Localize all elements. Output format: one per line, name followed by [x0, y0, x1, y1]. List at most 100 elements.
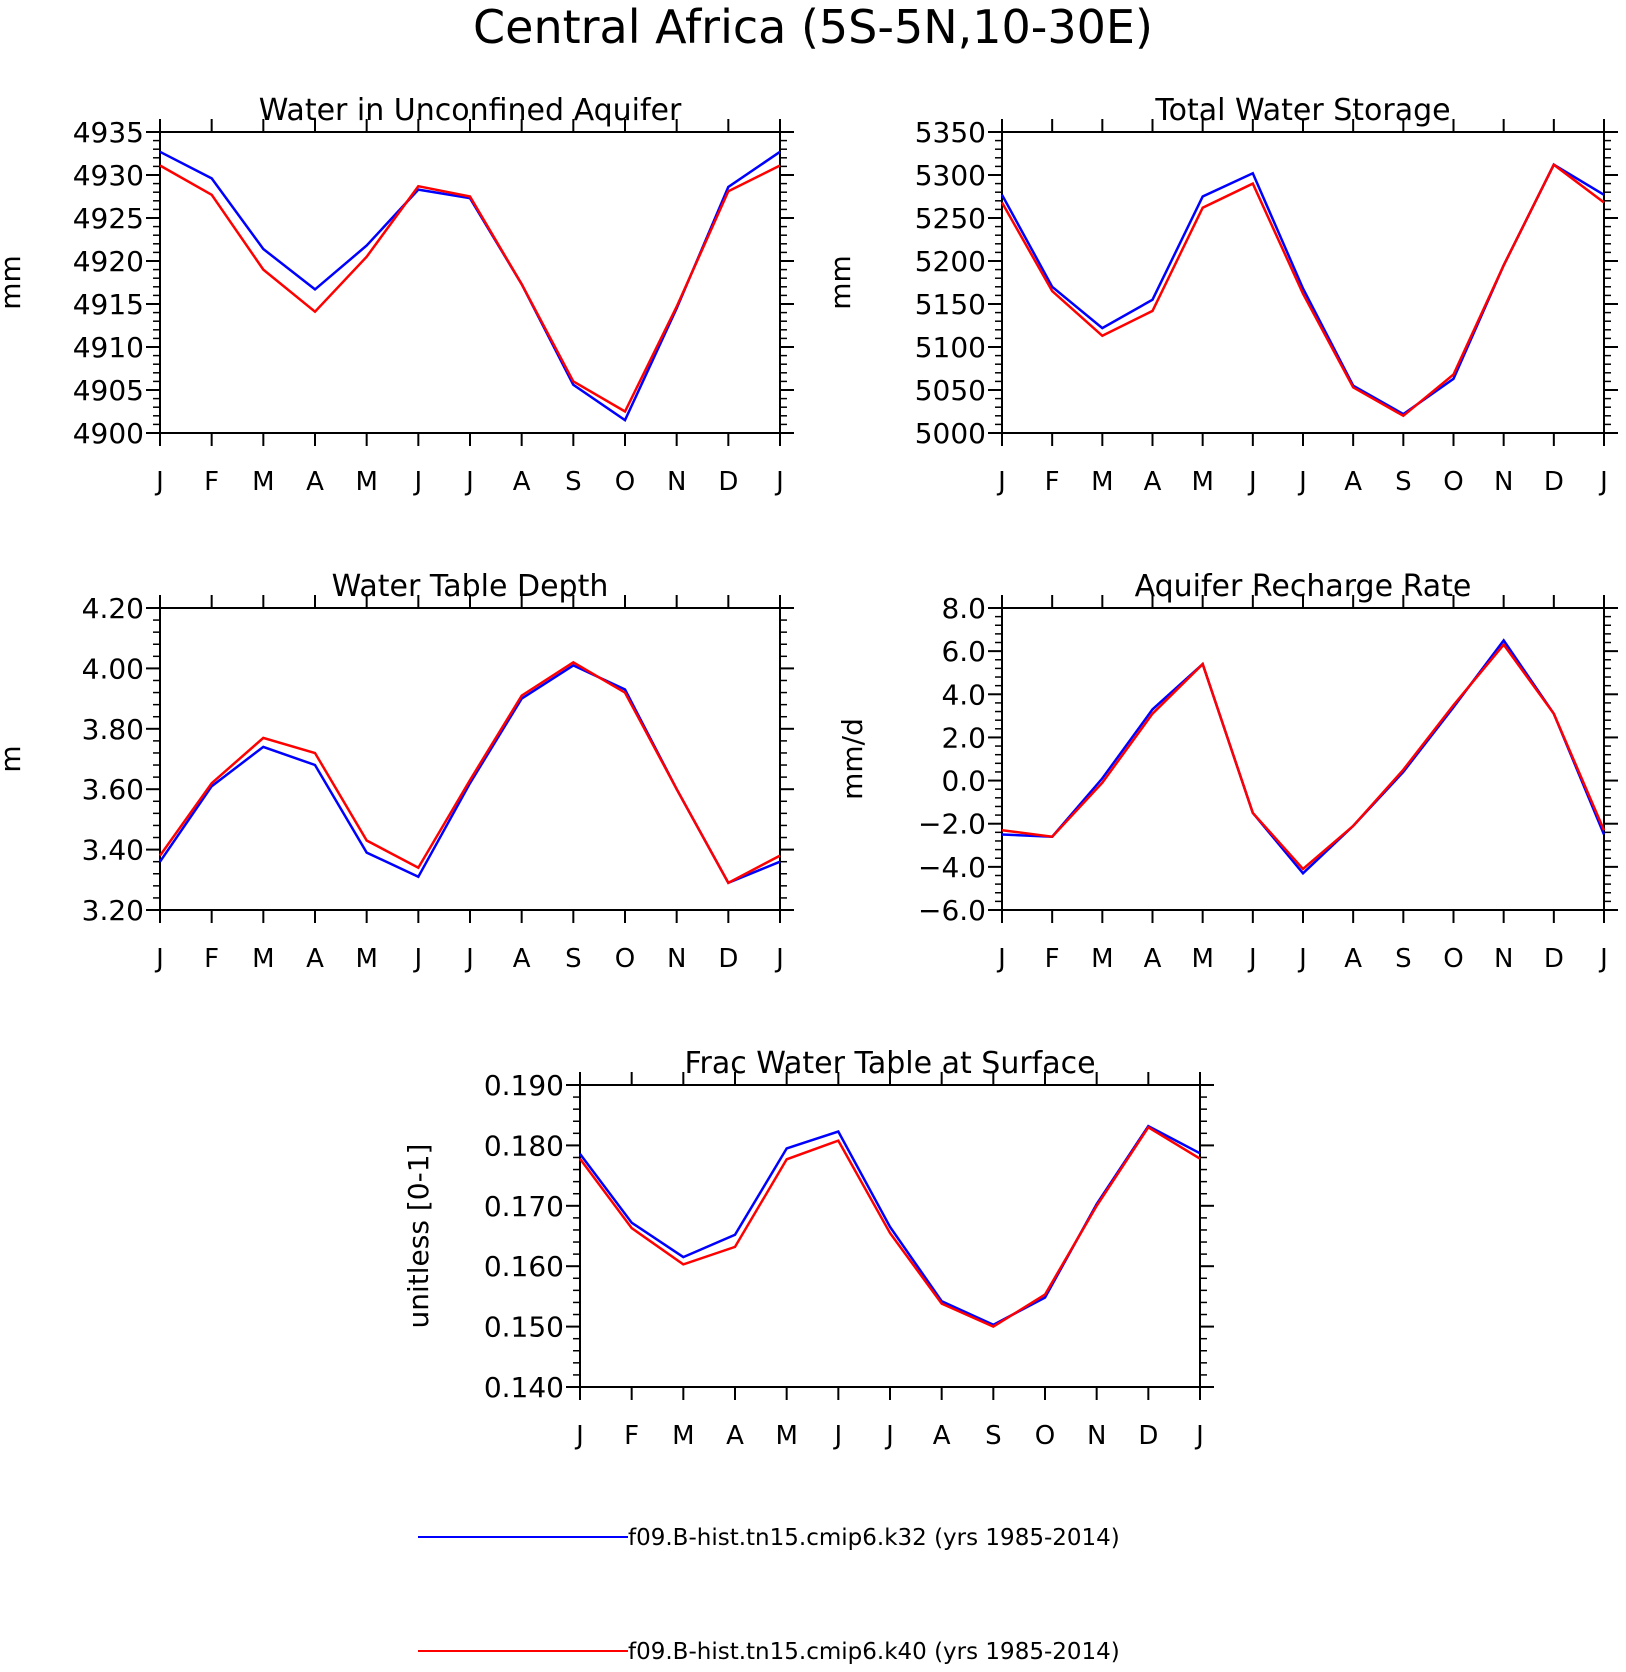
- x-tick-label: M: [252, 944, 274, 974]
- x-tick-label: J: [412, 467, 422, 497]
- x-tick-label: J: [1247, 467, 1257, 497]
- y-tick-label: 4930: [73, 159, 144, 192]
- x-tick-label: J: [774, 467, 784, 497]
- x-tick-label: A: [933, 1421, 951, 1451]
- x-tick-label: A: [1344, 467, 1362, 497]
- y-tick-label: 4925: [73, 202, 144, 235]
- plot-frame: [1001, 131, 1605, 434]
- x-tick-label: F: [204, 467, 219, 497]
- y-axis-label: m: [0, 745, 27, 772]
- x-tick-label: O: [615, 944, 635, 974]
- x-tick-label: J: [832, 1421, 842, 1451]
- y-tick-label: 4910: [73, 331, 144, 364]
- x-tick-label: O: [615, 467, 635, 497]
- x-tick-label: S: [565, 467, 582, 497]
- y-tick-label: 6.0: [941, 635, 986, 668]
- x-tick-label: A: [306, 467, 324, 497]
- y-tick-label: 0.180: [484, 1129, 564, 1162]
- y-tick-label: 5000: [915, 417, 986, 450]
- x-tick-label: O: [1035, 1421, 1055, 1451]
- y-tick-label: 3.60: [82, 773, 144, 806]
- x-tick-label: M: [775, 1421, 797, 1451]
- y-tick-label: 0.150: [484, 1311, 564, 1344]
- x-tick-label: A: [1344, 944, 1362, 974]
- x-tick-label: M: [1191, 467, 1213, 497]
- x-tick-label: D: [718, 467, 738, 497]
- x-tick-label: D: [1544, 944, 1564, 974]
- x-tick-label: J: [464, 467, 474, 497]
- legend: f09.B-hist.tn15.cmip6.k32 (yrs 1985-2014…: [418, 1525, 1120, 1665]
- legend-label-k40: f09.B-hist.tn15.cmip6.k40 (yrs 1985-2014…: [628, 1639, 1120, 1665]
- y-tick-label: 2.0: [941, 721, 986, 754]
- y-tick-label: −2.0: [918, 808, 986, 841]
- y-tick-label: 5300: [915, 159, 986, 192]
- x-tick-label: J: [996, 944, 1006, 974]
- y-axis-label: mm: [0, 255, 27, 310]
- y-tick-label: 5150: [915, 288, 986, 321]
- x-tick-label: S: [1395, 467, 1412, 497]
- y-tick-label: 0.190: [484, 1069, 564, 1102]
- x-tick-label: O: [1443, 467, 1463, 497]
- series-line-k32: [1001, 638, 1606, 876]
- x-tick-label: A: [513, 944, 531, 974]
- x-tick-label: M: [252, 467, 274, 497]
- y-tick-label: 4915: [73, 288, 144, 321]
- series-line-k40: [1000, 162, 1605, 418]
- y-tick-label: 8.0: [941, 592, 986, 625]
- x-tick-label: N: [667, 944, 686, 974]
- y-tick-label: 4935: [73, 116, 144, 149]
- x-tick-label: S: [1395, 944, 1412, 974]
- x-tick-label: M: [1091, 944, 1113, 974]
- y-tick-label: 5200: [915, 245, 986, 278]
- x-tick-label: J: [154, 944, 164, 974]
- x-tick-label: J: [1598, 467, 1608, 497]
- figure-title: Central Africa (5S-5N,10-30E): [473, 0, 1153, 54]
- y-axis-label: mm: [824, 255, 857, 310]
- series-line-k40: [578, 1125, 1201, 1329]
- x-tick-label: J: [774, 944, 784, 974]
- y-tick-label: 0.140: [484, 1371, 564, 1404]
- y-axis-label: mm/d: [836, 718, 869, 800]
- x-tick-label: N: [667, 467, 686, 497]
- y-tick-label: 3.20: [82, 894, 144, 927]
- y-tick-label: 4920: [73, 245, 144, 278]
- x-tick-label: F: [1045, 944, 1060, 974]
- y-tick-label: 0.170: [484, 1190, 564, 1223]
- x-tick-label: M: [355, 467, 377, 497]
- plot-frame: [579, 1084, 1201, 1388]
- x-tick-label: F: [1045, 467, 1060, 497]
- x-tick-label: J: [1297, 467, 1307, 497]
- x-tick-label: J: [154, 467, 164, 497]
- y-tick-label: 3.40: [82, 834, 144, 867]
- y-tick-label: 4.20: [82, 592, 144, 625]
- x-tick-label: S: [985, 1421, 1002, 1451]
- y-tick-label: 0.0: [941, 765, 986, 798]
- series-line-k40: [159, 164, 781, 414]
- x-tick-label: N: [1494, 944, 1513, 974]
- x-tick-label: M: [1091, 467, 1113, 497]
- y-tick-label: 5100: [915, 331, 986, 364]
- legend-label-k32: f09.B-hist.tn15.cmip6.k32 (yrs 1985-2014…: [628, 1525, 1120, 1551]
- x-tick-label: M: [672, 1421, 694, 1451]
- y-tick-label: 3.80: [82, 713, 144, 746]
- x-tick-label: J: [1297, 944, 1307, 974]
- y-tick-label: 4.0: [941, 678, 986, 711]
- x-tick-label: M: [355, 944, 377, 974]
- x-tick-label: A: [726, 1421, 744, 1451]
- series-line-k32: [579, 1124, 1201, 1327]
- x-tick-label: A: [513, 467, 531, 497]
- x-tick-label: M: [1191, 944, 1213, 974]
- y-tick-label: 5050: [915, 374, 986, 407]
- x-tick-label: A: [1144, 467, 1162, 497]
- y-tick-label: 5350: [915, 116, 986, 149]
- x-tick-label: O: [1443, 944, 1463, 974]
- x-tick-label: D: [1544, 467, 1564, 497]
- x-tick-label: F: [204, 944, 219, 974]
